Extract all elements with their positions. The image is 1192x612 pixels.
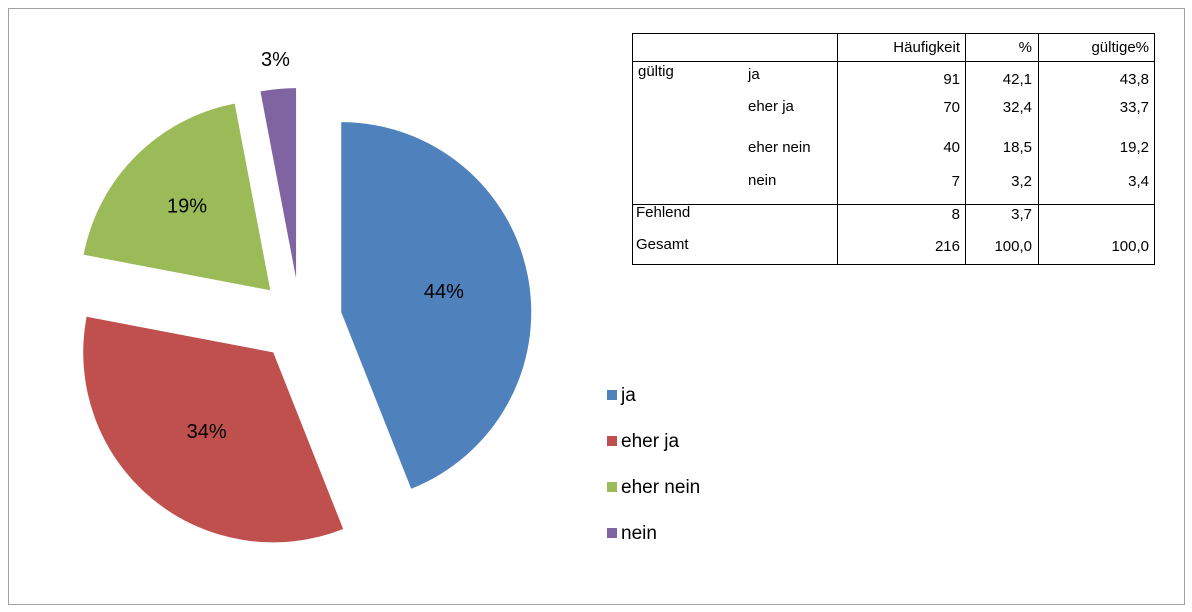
- legend-swatch: [607, 390, 617, 400]
- legend-label: ja: [620, 385, 636, 406]
- cell: 216: [935, 238, 960, 255]
- table-border: [632, 33, 1155, 265]
- data-label: 19%: [167, 195, 207, 217]
- cell: 100,0: [1111, 238, 1149, 255]
- legend-label: nein: [621, 523, 657, 544]
- legend-swatch: [607, 528, 617, 538]
- cell: 70: [943, 99, 960, 116]
- cell: 43,8: [1120, 71, 1149, 88]
- column-header: %: [1019, 39, 1032, 56]
- row-label: Fehlend: [636, 204, 690, 221]
- row-label: nein: [748, 172, 776, 189]
- legend-label: eher ja: [621, 431, 680, 452]
- cell: 40: [943, 139, 960, 156]
- cell: 33,7: [1120, 99, 1149, 116]
- cell: 8: [952, 206, 960, 223]
- data-label: 34%: [187, 421, 227, 443]
- row-label: eher ja: [748, 98, 795, 115]
- pie-slice: [83, 316, 344, 543]
- column-header: gültige%: [1091, 39, 1149, 56]
- data-label: 44%: [424, 281, 464, 303]
- legend-swatch: [607, 482, 617, 492]
- pie-slice: [83, 103, 271, 291]
- column-header: Häufigkeit: [893, 39, 961, 56]
- row-label: ja: [747, 66, 760, 83]
- legend-swatch: [607, 436, 617, 446]
- row-label: eher nein: [748, 139, 811, 156]
- data-label: 3%: [261, 49, 290, 71]
- row-label: Gesamt: [636, 236, 689, 253]
- legend-label: eher nein: [621, 477, 700, 498]
- cell: 18,5: [1003, 139, 1032, 156]
- cell: 91: [943, 71, 960, 88]
- cell: 3,4: [1128, 173, 1149, 190]
- cell: 7: [952, 173, 960, 190]
- cell: 32,4: [1003, 99, 1032, 116]
- cell: 19,2: [1120, 139, 1149, 156]
- cell: 42,1: [1003, 71, 1032, 88]
- cell: 100,0: [994, 238, 1032, 255]
- pie-slice: [341, 122, 532, 489]
- table: [632, 33, 1155, 265]
- group-label: gültig: [638, 63, 674, 80]
- cell: 3,7: [1011, 206, 1032, 223]
- cell: 3,2: [1011, 173, 1032, 190]
- pie-slice: [260, 88, 297, 279]
